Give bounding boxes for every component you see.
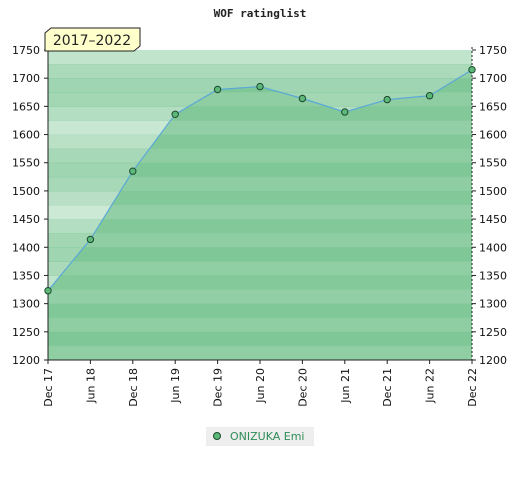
x-tick-label: Dec 21 bbox=[381, 368, 394, 407]
area-stripe bbox=[48, 148, 472, 163]
y-tick-label: 1650 bbox=[479, 100, 507, 113]
y-tick-label: 1450 bbox=[479, 213, 507, 226]
legend-box bbox=[206, 427, 314, 446]
x-tick-label: Jun 18 bbox=[84, 368, 97, 404]
x-tick-label: Dec 20 bbox=[296, 368, 309, 407]
y-tick-label: 1250 bbox=[12, 326, 40, 339]
background-band bbox=[48, 64, 472, 79]
data-point[interactable] bbox=[383, 95, 391, 104]
y-tick-label: 1350 bbox=[479, 269, 507, 282]
area-stripe bbox=[48, 176, 472, 191]
data-point[interactable] bbox=[468, 66, 476, 74]
axis-layer: 1200 1200 1250 1250 1300 1300 1350 1350 1400 1400… bbox=[12, 44, 507, 407]
marker-layer bbox=[44, 66, 476, 295]
y-tick-label: 1700 bbox=[479, 72, 507, 85]
y-tick-label: 1200 bbox=[479, 354, 507, 367]
area-stripe bbox=[48, 345, 472, 360]
y-tick-label: 1300 bbox=[12, 298, 40, 311]
legend-marker-icon bbox=[213, 432, 221, 440]
area-stripe bbox=[48, 205, 472, 220]
x-tick-label: Dec 22 bbox=[466, 368, 479, 407]
background-band bbox=[48, 50, 472, 65]
area-stripe bbox=[48, 233, 472, 248]
data-point[interactable] bbox=[86, 235, 95, 244]
chart-title: WOF ratinglist bbox=[214, 7, 307, 20]
x-tick-label: Jun 19 bbox=[169, 368, 182, 404]
x-tick-label: Jun 22 bbox=[424, 368, 437, 404]
data-point[interactable] bbox=[425, 92, 434, 100]
legend-label: ONIZUKA Emi bbox=[230, 430, 304, 443]
period-badge-box bbox=[44, 27, 141, 52]
y-tick-label: 1400 bbox=[479, 241, 507, 254]
x-tick-label: Jun 20 bbox=[254, 368, 267, 404]
y-tick-label: 1200 bbox=[12, 354, 40, 367]
y-tick-label: 1250 bbox=[479, 326, 507, 339]
x-tick-label: Dec 18 bbox=[127, 368, 140, 407]
y-tick-label: 1400 bbox=[12, 241, 40, 254]
x-tick-label: Dec 19 bbox=[212, 368, 225, 407]
y-tick-label: 1300 bbox=[479, 298, 507, 311]
area-stripe bbox=[48, 289, 472, 304]
series-area bbox=[48, 69, 472, 360]
y-tick-label: 1750 bbox=[479, 44, 507, 57]
x-tick-label: Jun 21 bbox=[339, 368, 352, 404]
x-tick-label: Dec 17 bbox=[42, 368, 55, 407]
period-badge: 2017–2022 bbox=[44, 27, 141, 52]
period-label: 2017–2022 bbox=[53, 33, 131, 49]
y-tick-label: 1550 bbox=[12, 157, 40, 170]
data-point[interactable] bbox=[213, 85, 222, 94]
y-tick-label: 1500 bbox=[12, 185, 40, 198]
y-tick-label: 1450 bbox=[12, 213, 40, 226]
y-tick-label: 1550 bbox=[479, 157, 507, 170]
y-tick-label: 1750 bbox=[12, 44, 40, 57]
y-tick-label: 1700 bbox=[12, 72, 40, 85]
legend[interactable]: ONIZUKA Emi bbox=[206, 427, 314, 446]
data-point[interactable] bbox=[256, 82, 264, 91]
data-point[interactable] bbox=[298, 94, 307, 103]
data-point[interactable] bbox=[129, 167, 137, 175]
area-stripe bbox=[48, 317, 472, 332]
y-tick-label: 1600 bbox=[479, 129, 507, 142]
y-tick-label: 1600 bbox=[12, 129, 40, 142]
area-stripe bbox=[48, 261, 472, 276]
data-point[interactable] bbox=[44, 287, 52, 295]
y-tick-label: 1350 bbox=[12, 269, 40, 282]
data-point[interactable] bbox=[341, 108, 349, 116]
y-tick-label: 1650 bbox=[12, 100, 40, 113]
y-tick-label: 1500 bbox=[479, 185, 507, 198]
data-point[interactable] bbox=[171, 110, 179, 119]
